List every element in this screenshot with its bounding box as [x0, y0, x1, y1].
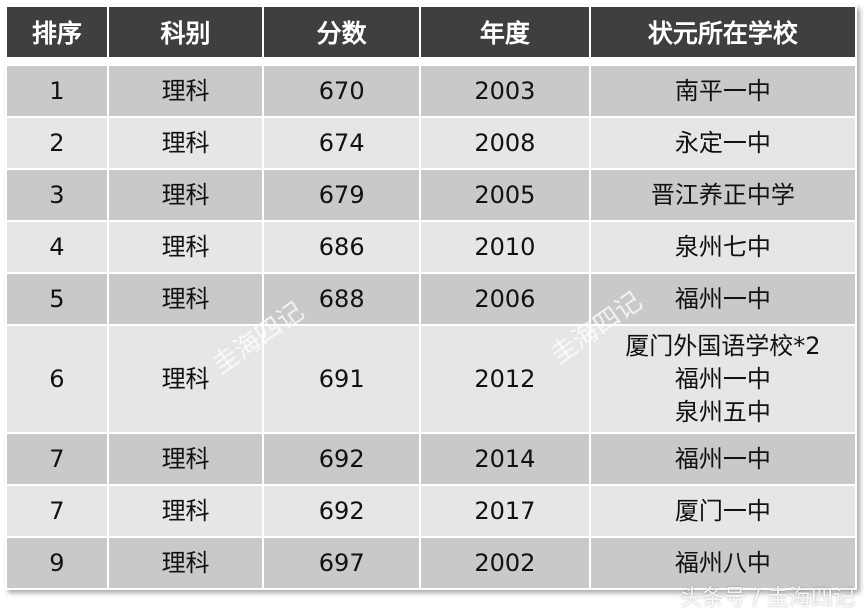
- cell-rank: 2: [5, 116, 109, 170]
- cell-rank: 3: [5, 168, 109, 222]
- cell-rank: 7: [5, 484, 109, 538]
- cell-school: 厦门外国语学校*2 福州一中 泉州五中: [588, 324, 858, 434]
- cell-school: 福州一中: [588, 432, 858, 486]
- table-row: 3 理科 679 2005 晋江养正中学: [5, 168, 858, 222]
- cell-rank: 6: [5, 324, 109, 434]
- cell-subject: 理科: [106, 116, 265, 170]
- cell-score: 697: [262, 536, 422, 590]
- table-row: 7 理科 692 2014 福州一中: [5, 432, 858, 486]
- cell-school: 南平一中: [588, 64, 858, 118]
- cell-school: 晋江养正中学: [588, 168, 858, 222]
- credit-watermark: 头条号 / 圭海四记: [679, 586, 855, 611]
- cell-school: 泉州七中: [588, 220, 858, 274]
- header-row: 排序 科别 分数 年度 状元所在学校: [5, 5, 858, 59]
- cell-rank: 7: [5, 432, 109, 486]
- cell-subject: 理科: [106, 536, 265, 590]
- table-row: 1 理科 670 2003 南平一中: [5, 64, 858, 118]
- cell-rank: 5: [5, 272, 109, 326]
- cell-score: 692: [262, 484, 422, 538]
- header-rank: 排序: [5, 5, 109, 59]
- cell-subject: 理科: [106, 484, 265, 538]
- cell-rank: 4: [5, 220, 109, 274]
- cell-rank: 9: [5, 536, 109, 590]
- table-row: 9 理科 697 2002 福州八中: [5, 536, 858, 590]
- rankings-table: 排序 科别 分数 年度 状元所在学校 1 理科 670 2003 南平一中 2 理科 674 2…: [5, 5, 858, 590]
- cell-school: 福州八中: [588, 536, 858, 590]
- header-subject: 科别: [106, 5, 265, 59]
- cell-score: 692: [262, 432, 422, 486]
- cell-score: 691: [262, 324, 422, 434]
- cell-subject: 理科: [106, 324, 265, 434]
- table-row: 7 理科 692 2017 厦门一中: [5, 484, 858, 538]
- cell-score: 670: [262, 64, 422, 118]
- table-row: 5 理科 688 2006 福州一中: [5, 272, 858, 326]
- cell-year: 2002: [419, 536, 591, 590]
- cell-year: 2005: [419, 168, 591, 222]
- cell-subject: 理科: [106, 220, 265, 274]
- cell-year: 2008: [419, 116, 591, 170]
- cell-year: 2003: [419, 64, 591, 118]
- cell-score: 686: [262, 220, 422, 274]
- table-row: 2 理科 674 2008 永定一中: [5, 116, 858, 170]
- header-score: 分数: [262, 5, 422, 59]
- cell-subject: 理科: [106, 168, 265, 222]
- cell-score: 679: [262, 168, 422, 222]
- cell-year: 2014: [419, 432, 591, 486]
- cell-score: 674: [262, 116, 422, 170]
- cell-school: 福州一中: [588, 272, 858, 326]
- cell-rank: 1: [5, 64, 109, 118]
- cell-year: 2012: [419, 324, 591, 434]
- header-school: 状元所在学校: [588, 5, 858, 59]
- header-year: 年度: [419, 5, 591, 59]
- cell-year: 2006: [419, 272, 591, 326]
- cell-year: 2017: [419, 484, 591, 538]
- cell-score: 688: [262, 272, 422, 326]
- cell-school: 厦门一中: [588, 484, 858, 538]
- table-row: 6 理科 691 2012 厦门外国语学校*2 福州一中 泉州五中: [5, 324, 858, 434]
- cell-subject: 理科: [106, 64, 265, 118]
- table-row: 4 理科 686 2010 泉州七中: [5, 220, 858, 274]
- cell-school: 永定一中: [588, 116, 858, 170]
- cell-year: 2010: [419, 220, 591, 274]
- cell-subject: 理科: [106, 272, 265, 326]
- cell-subject: 理科: [106, 432, 265, 486]
